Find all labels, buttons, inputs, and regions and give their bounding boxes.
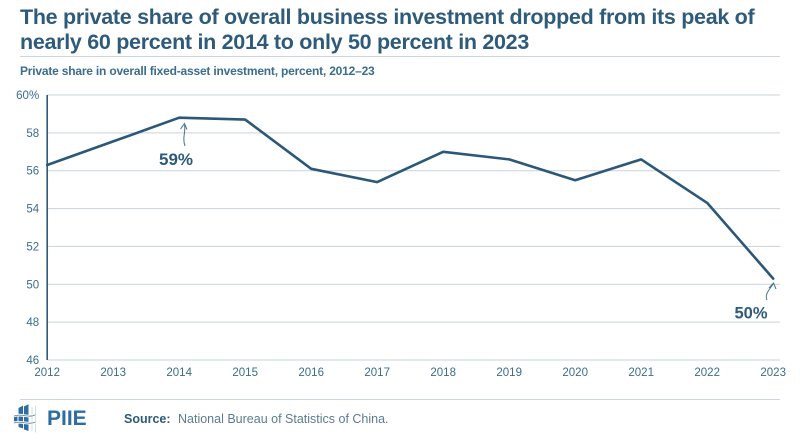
svg-text:2019: 2019 — [496, 367, 522, 379]
svg-text:46: 46 — [26, 355, 39, 367]
svg-text:2013: 2013 — [100, 367, 126, 379]
svg-text:50%: 50% — [734, 305, 767, 323]
svg-text:60%: 60% — [16, 90, 39, 102]
svg-text:2022: 2022 — [694, 367, 720, 379]
svg-text:50: 50 — [26, 279, 39, 291]
svg-text:52: 52 — [26, 241, 39, 253]
svg-text:2017: 2017 — [364, 367, 390, 379]
svg-text:56: 56 — [26, 166, 39, 178]
svg-text:59%: 59% — [159, 150, 193, 169]
svg-text:48: 48 — [26, 317, 39, 329]
svg-text:2020: 2020 — [562, 367, 588, 379]
svg-text:2015: 2015 — [232, 367, 258, 379]
svg-text:54: 54 — [26, 204, 39, 216]
svg-text:2016: 2016 — [298, 367, 324, 379]
svg-text:2012: 2012 — [34, 367, 60, 379]
svg-text:2021: 2021 — [628, 367, 654, 379]
svg-text:2023: 2023 — [760, 367, 786, 379]
svg-text:2014: 2014 — [166, 367, 192, 379]
svg-text:58: 58 — [26, 128, 39, 140]
svg-text:2018: 2018 — [430, 367, 456, 379]
